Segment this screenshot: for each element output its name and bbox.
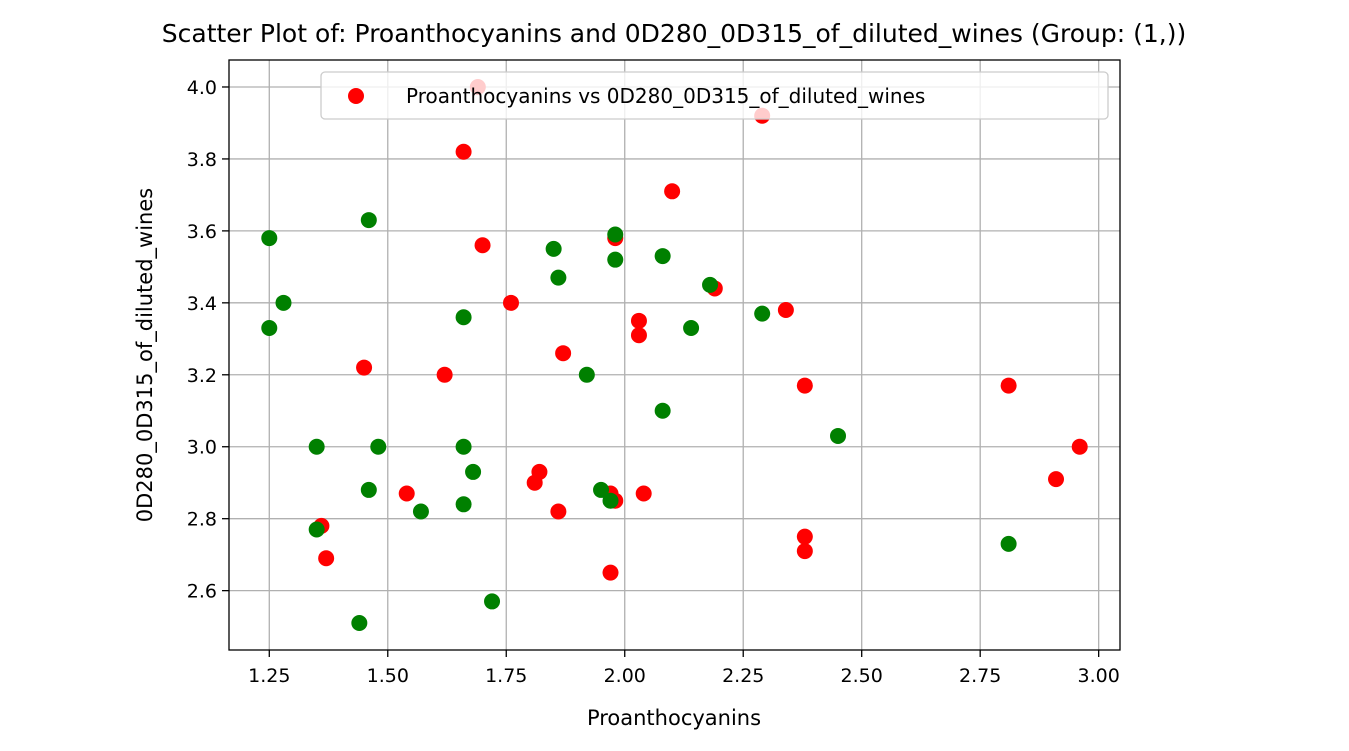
data-point-red	[356, 359, 373, 376]
data-point-green	[754, 305, 771, 322]
data-point-red	[777, 302, 794, 319]
data-point-red	[635, 485, 652, 502]
data-point-green	[412, 503, 429, 520]
data-point-green	[455, 438, 472, 455]
data-point-green	[261, 230, 278, 247]
data-point-green	[550, 269, 567, 286]
data-point-red	[436, 366, 453, 383]
data-point-green	[370, 438, 387, 455]
y-tick-label: 2.6	[187, 581, 217, 603]
data-point-green	[360, 481, 377, 498]
data-point-green	[654, 248, 671, 265]
data-point-green	[607, 251, 624, 268]
data-point-green	[360, 212, 377, 229]
x-tick-label: 1.75	[485, 665, 527, 687]
legend-box	[320, 71, 1109, 120]
data-point-green	[607, 226, 624, 243]
data-point-red	[1000, 377, 1017, 394]
data-point-green	[455, 496, 472, 513]
data-point-red	[398, 485, 415, 502]
data-point-green	[275, 294, 292, 311]
data-point-green	[484, 593, 501, 610]
y-tick-label: 3.4	[187, 293, 217, 315]
data-point-green	[830, 427, 847, 444]
legend-marker	[348, 88, 364, 104]
plot-frame	[228, 59, 1121, 651]
legend: Proanthocyanins vs 0D280_0D315_of_dilute…	[320, 71, 1109, 120]
y-tick-label: 3.8	[187, 149, 217, 171]
data-point-green	[578, 366, 595, 383]
data-point-red	[502, 294, 519, 311]
y-tick-label: 3.6	[187, 221, 217, 243]
data-point-red	[602, 564, 619, 581]
x-tick-label: 1.25	[248, 665, 290, 687]
chart-title: Scatter Plot of: Proanthocyanins and 0D2…	[162, 19, 1186, 48]
data-point-red	[455, 143, 472, 160]
data-point-red	[1071, 438, 1088, 455]
y-tick-label: 4.0	[187, 77, 217, 99]
data-point-red	[796, 543, 813, 560]
x-tick-label: 2.25	[722, 665, 764, 687]
data-point-red	[526, 474, 543, 491]
y-axis-label: 0D280_0D315_of_diluted_wines	[133, 188, 158, 522]
data-point-red	[796, 377, 813, 394]
data-point-red	[630, 312, 647, 329]
data-point-green	[654, 402, 671, 419]
data-point-red	[664, 183, 681, 200]
data-point-green	[545, 240, 562, 257]
axis-ticks: 1.25 1.50 1.75 2.00 2.25 2.50 2.75 3.00 2.6 2.8 3.…	[187, 77, 1120, 687]
x-tick-label: 2.50	[841, 665, 883, 687]
data-point-green	[261, 320, 278, 337]
y-tick-label: 2.8	[187, 509, 217, 531]
data-point-green	[308, 521, 325, 538]
x-tick-label: 2.00	[604, 665, 646, 687]
data-point-green	[465, 463, 482, 480]
x-tick-label: 2.75	[959, 665, 1001, 687]
data-point-green	[455, 309, 472, 326]
data-point-green	[702, 276, 719, 293]
data-point-green	[1000, 535, 1017, 552]
x-axis-label: Proanthocyanins	[587, 706, 761, 730]
data-points	[261, 78, 1088, 632]
legend-entry-label: Proanthocyanins vs 0D280_0D315_of_dilute…	[406, 84, 925, 108]
data-point-green	[602, 492, 619, 509]
data-point-red	[1048, 471, 1065, 488]
grid-lines	[229, 60, 1120, 650]
data-point-red	[796, 528, 813, 545]
data-point-green	[593, 481, 610, 498]
x-tick-label: 3.00	[1078, 665, 1120, 687]
y-tick-label: 3.0	[187, 437, 217, 459]
data-point-green	[351, 615, 368, 632]
x-tick-label: 1.50	[367, 665, 409, 687]
data-point-green	[308, 438, 325, 455]
data-point-red	[555, 345, 572, 362]
data-point-red	[318, 550, 335, 567]
y-tick-label: 3.2	[187, 365, 217, 387]
data-point-red	[474, 237, 491, 254]
data-point-red	[630, 327, 647, 344]
data-point-red	[550, 503, 567, 520]
data-point-green	[683, 320, 700, 337]
